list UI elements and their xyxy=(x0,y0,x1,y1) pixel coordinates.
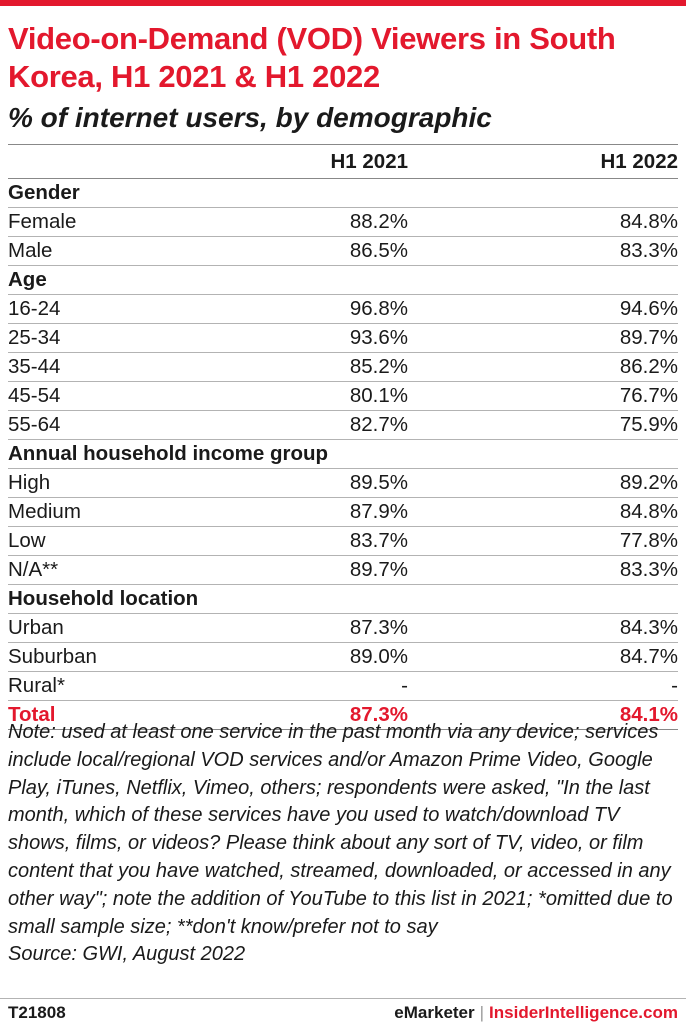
row-label: 16-24 xyxy=(8,294,278,324)
table-row: 55-64 82.7% 75.9% xyxy=(8,410,678,440)
chart-id: T21808 xyxy=(8,1003,66,1022)
chart-title: Video-on-Demand (VOD) Viewers in South K… xyxy=(8,21,616,94)
value-h1-2022: 75.9% xyxy=(408,410,678,440)
row-label: 25-34 xyxy=(8,323,278,353)
row-label: High xyxy=(8,468,278,498)
table-row: 45-54 80.1% 76.7% xyxy=(8,381,678,411)
row-label: Low xyxy=(8,526,278,556)
group-header-row: Annual household income group xyxy=(8,439,678,469)
value-h1-2021: 89.7% xyxy=(278,555,408,585)
value-h1-2022: 94.6% xyxy=(408,294,678,324)
row-label: Rural* xyxy=(8,671,278,701)
table-body: Gender Female 88.2% 84.8% Male 86.5% 83.3% Age 1… xyxy=(8,178,678,730)
value-h1-2022: 84.8% xyxy=(408,207,678,237)
group-label: Gender xyxy=(8,178,678,208)
row-label: Medium xyxy=(8,497,278,527)
value-h1-2021: 89.0% xyxy=(278,642,408,672)
value-h1-2022: 83.3% xyxy=(408,555,678,585)
total-value-h1-2022: 84.1% xyxy=(408,700,678,730)
value-h1-2021: 83.7% xyxy=(278,526,408,556)
row-label: Urban xyxy=(8,613,278,643)
value-h1-2021: 88.2% xyxy=(278,207,408,237)
table-row: Male 86.5% 83.3% xyxy=(8,236,678,266)
row-label: 35-44 xyxy=(8,352,278,382)
value-h1-2022: 76.7% xyxy=(408,381,678,411)
value-h1-2022: - xyxy=(408,671,678,701)
table-row: Urban 87.3% 84.3% xyxy=(8,613,678,643)
table-row: 35-44 85.2% 86.2% xyxy=(8,352,678,382)
value-h1-2022: 84.3% xyxy=(408,613,678,643)
value-h1-2021: 87.3% xyxy=(278,613,408,643)
note-text: Note: used at least one service in the p… xyxy=(8,721,673,938)
total-row: Total 87.3% 84.1% xyxy=(8,700,678,730)
data-table: H1 2021 H1 2022 Gender Female 88.2% 84.8% Ma… xyxy=(8,144,678,730)
brand-footer: eMarketer | InsiderIntelligence.com xyxy=(394,1003,678,1023)
table-row: 16-24 96.8% 94.6% xyxy=(8,294,678,324)
column-header: H1 2021 xyxy=(278,144,408,179)
group-header-row: Household location xyxy=(8,584,678,614)
value-h1-2022: 83.3% xyxy=(408,236,678,266)
table-row: Female 88.2% 84.8% xyxy=(8,207,678,237)
source-text: Source: GWI, August 2022 xyxy=(8,943,246,966)
row-label: Suburban xyxy=(8,642,278,672)
value-h1-2021: 87.9% xyxy=(278,497,408,527)
value-h1-2021: 93.6% xyxy=(278,323,408,353)
table-row: N/A** 89.7% 83.3% xyxy=(8,555,678,585)
top-accent-bar xyxy=(0,0,686,6)
value-h1-2021: 89.5% xyxy=(278,468,408,498)
chart-subtitle: % of internet users, by demographic xyxy=(8,102,492,133)
brand-insider-intelligence: InsiderIntelligence.com xyxy=(489,1003,678,1022)
group-label: Household location xyxy=(8,584,678,614)
table-row: High 89.5% 89.2% xyxy=(8,468,678,498)
value-h1-2022: 89.2% xyxy=(408,468,678,498)
brand-emarketer: eMarketer xyxy=(394,1003,475,1022)
group-label: Annual household income group xyxy=(8,439,678,469)
table-row: 25-34 93.6% 89.7% xyxy=(8,323,678,353)
row-label: Female xyxy=(8,207,278,237)
value-h1-2022: 84.8% xyxy=(408,497,678,527)
row-label: N/A** xyxy=(8,555,278,585)
table-row: Rural* - - xyxy=(8,671,678,701)
value-h1-2021: 82.7% xyxy=(278,410,408,440)
row-label: Male xyxy=(8,236,278,266)
value-h1-2022: 84.7% xyxy=(408,642,678,672)
table-row: Suburban 89.0% 84.7% xyxy=(8,642,678,672)
value-h1-2021: 96.8% xyxy=(278,294,408,324)
header-row: H1 2021 H1 2022 xyxy=(8,144,678,179)
column-header: H1 2022 xyxy=(408,144,678,179)
total-value-h1-2021: 87.3% xyxy=(278,700,408,730)
group-label: Age xyxy=(8,265,678,295)
footnote: Note: used at least one service in the p… xyxy=(8,719,680,969)
total-label: Total xyxy=(8,700,278,730)
table-row: Medium 87.9% 84.8% xyxy=(8,497,678,527)
value-h1-2022: 77.8% xyxy=(408,526,678,556)
group-header-row: Gender xyxy=(8,178,678,208)
value-h1-2022: 89.7% xyxy=(408,323,678,353)
header-blank xyxy=(8,144,278,179)
value-h1-2021: - xyxy=(278,671,408,701)
value-h1-2022: 86.2% xyxy=(408,352,678,382)
value-h1-2021: 86.5% xyxy=(278,236,408,266)
brand-separator: | xyxy=(479,1003,485,1022)
row-label: 45-54 xyxy=(8,381,278,411)
value-h1-2021: 85.2% xyxy=(278,352,408,382)
group-header-row: Age xyxy=(8,265,678,295)
value-h1-2021: 80.1% xyxy=(278,381,408,411)
footer-divider xyxy=(0,998,686,999)
row-label: 55-64 xyxy=(8,410,278,440)
table-row: Low 83.7% 77.8% xyxy=(8,526,678,556)
